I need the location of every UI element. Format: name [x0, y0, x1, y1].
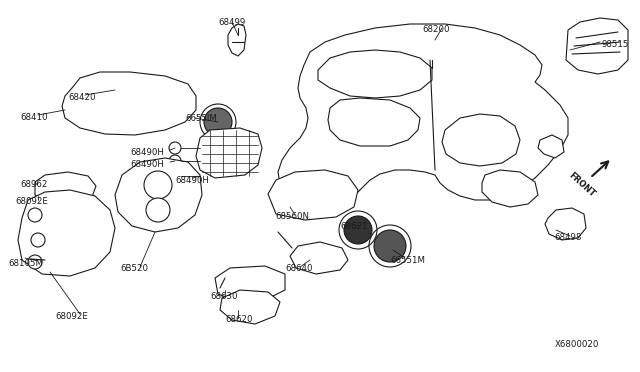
- Polygon shape: [115, 84, 180, 109]
- Circle shape: [144, 171, 172, 199]
- Polygon shape: [545, 208, 586, 240]
- Text: X6800020: X6800020: [555, 340, 600, 349]
- Polygon shape: [62, 72, 196, 135]
- Text: 68498: 68498: [554, 233, 581, 242]
- Text: 68200: 68200: [422, 25, 450, 34]
- Circle shape: [169, 170, 181, 182]
- Polygon shape: [220, 290, 280, 324]
- Text: 68092E: 68092E: [55, 312, 88, 321]
- Text: 68105M: 68105M: [8, 259, 43, 268]
- Circle shape: [31, 233, 45, 247]
- Polygon shape: [196, 128, 262, 178]
- Text: 68490H: 68490H: [130, 160, 164, 169]
- Polygon shape: [538, 135, 564, 158]
- Text: 68092E: 68092E: [15, 197, 48, 206]
- Circle shape: [28, 208, 42, 222]
- Text: 68490H: 68490H: [175, 176, 209, 185]
- Text: 68420: 68420: [68, 93, 95, 102]
- Polygon shape: [290, 242, 348, 274]
- Polygon shape: [268, 170, 358, 220]
- Text: 68621: 68621: [340, 222, 367, 231]
- Text: 68410: 68410: [20, 113, 47, 122]
- Circle shape: [374, 230, 406, 262]
- Text: 68499: 68499: [218, 18, 246, 27]
- Polygon shape: [278, 24, 568, 212]
- Circle shape: [169, 155, 181, 167]
- Circle shape: [204, 108, 232, 136]
- Circle shape: [169, 142, 181, 154]
- Polygon shape: [482, 170, 538, 207]
- Circle shape: [28, 255, 42, 269]
- Text: 6B520: 6B520: [120, 264, 148, 273]
- Polygon shape: [112, 80, 190, 112]
- Polygon shape: [442, 114, 520, 166]
- Text: 68490H: 68490H: [130, 148, 164, 157]
- Polygon shape: [228, 24, 246, 56]
- Text: FRONT: FRONT: [567, 171, 597, 199]
- Polygon shape: [566, 18, 628, 74]
- Text: 68560N: 68560N: [275, 212, 309, 221]
- Polygon shape: [318, 50, 432, 98]
- Polygon shape: [115, 158, 202, 232]
- Text: 6655lM: 6655lM: [185, 114, 217, 123]
- Text: 98515: 98515: [601, 40, 628, 49]
- Polygon shape: [35, 172, 96, 204]
- Circle shape: [344, 216, 372, 244]
- Polygon shape: [215, 266, 285, 302]
- Text: 68640: 68640: [285, 264, 312, 273]
- Polygon shape: [18, 190, 115, 276]
- Text: 66551M: 66551M: [390, 256, 425, 265]
- Polygon shape: [328, 98, 420, 146]
- Circle shape: [146, 198, 170, 222]
- Text: 68620: 68620: [225, 315, 253, 324]
- Text: 68962: 68962: [20, 180, 47, 189]
- Text: 68630: 68630: [210, 292, 237, 301]
